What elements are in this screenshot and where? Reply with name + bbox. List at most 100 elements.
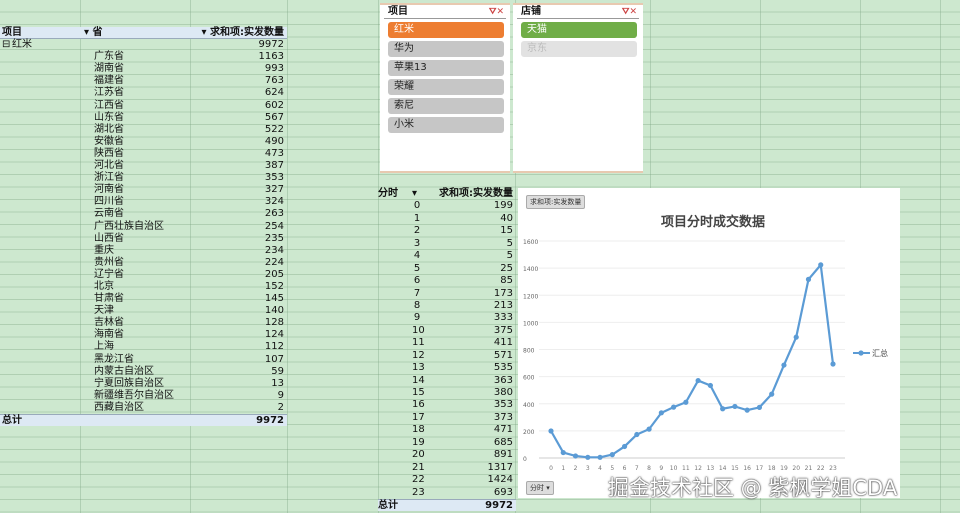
- data-point[interactable]: [683, 399, 689, 405]
- hour-label: 6: [413, 275, 421, 287]
- hour-value: 380: [493, 387, 513, 398]
- data-point[interactable]: [818, 262, 824, 268]
- y-tick-label: 1400: [523, 266, 538, 273]
- table-row: 18 471: [378, 424, 516, 436]
- header-sum-label: 求和项:实发数量: [210, 27, 284, 38]
- data-point[interactable]: [634, 431, 640, 438]
- hour-label: 10: [412, 324, 425, 336]
- hour-label: 4: [413, 250, 421, 262]
- hour-value: 571: [493, 349, 513, 361]
- slicer-option[interactable]: 苹果13: [388, 60, 504, 76]
- slicer-option[interactable]: 天猫: [521, 22, 637, 38]
- clear-filter-icon[interactable]: ⛛✕: [621, 7, 637, 17]
- data-point[interactable]: [732, 403, 738, 410]
- collapse-icon[interactable]: ⊟: [2, 39, 11, 51]
- table-row: 辽宁省 205: [0, 269, 287, 281]
- x-tick-label: 7: [635, 465, 639, 472]
- province-name: 宁夏回族自治区: [94, 377, 164, 389]
- header-province-filter[interactable]: ▾ 省: [84, 27, 103, 38]
- province-name: 河南省: [94, 184, 124, 196]
- data-point[interactable]: [621, 443, 628, 450]
- y-tick-label: 1200: [523, 293, 538, 300]
- hour-label: 9: [413, 312, 421, 324]
- province-value: 254: [264, 220, 284, 232]
- hour-label: 16: [412, 399, 425, 411]
- data-point[interactable]: [781, 362, 787, 368]
- filter-dropdown-icon[interactable]: ▾: [412, 188, 418, 199]
- data-point[interactable]: [548, 428, 554, 434]
- data-point[interactable]: [830, 361, 836, 367]
- province-value: 567: [264, 111, 284, 123]
- slicer-option[interactable]: 京东: [521, 41, 637, 57]
- table-row: 西藏自治区 2: [0, 402, 287, 414]
- province-name: 内蒙古自治区: [94, 365, 154, 377]
- clear-filter-icon[interactable]: ⛛✕: [488, 7, 504, 17]
- data-point[interactable]: [720, 406, 726, 412]
- data-point[interactable]: [658, 410, 664, 416]
- table-row: 22 1424: [378, 474, 516, 486]
- hour-label: 19: [412, 436, 425, 448]
- hour-label: 11: [412, 337, 425, 349]
- header-item[interactable]: 项目: [2, 27, 22, 38]
- province-value: 124: [264, 329, 284, 341]
- data-point[interactable]: [671, 404, 677, 410]
- province-value: 763: [264, 75, 284, 87]
- province-pivot-table: 项目 ▾ 省 ▾ 求和项:实发数量 ⊟ 红米 9972 广东省 1163 湖南省 993…: [0, 27, 287, 427]
- data-point[interactable]: [769, 391, 775, 397]
- slicer-option[interactable]: 荣耀: [388, 79, 504, 95]
- data-point[interactable]: [707, 382, 713, 389]
- slicer-option[interactable]: 华为: [388, 41, 504, 57]
- hour-value: 5: [506, 237, 513, 249]
- table-row: 1 40: [378, 213, 516, 225]
- data-point[interactable]: [572, 453, 579, 459]
- data-point[interactable]: [744, 407, 750, 413]
- table-row: 安徽省 490: [0, 136, 287, 148]
- pivot-header-row: 项目 ▾ 省 ▾ 求和项:实发数量: [0, 27, 287, 40]
- group-label: 红米: [12, 39, 32, 51]
- province-value: 490: [264, 135, 284, 147]
- slicer-option[interactable]: 红米: [388, 22, 504, 38]
- province-name: 山东省: [94, 111, 124, 123]
- slicer-option[interactable]: 索尼: [388, 98, 504, 114]
- slicer-option[interactable]: 小米: [388, 117, 504, 133]
- hour-value: 353: [493, 399, 513, 411]
- axis-field-button[interactable]: 分时 ▾: [526, 481, 554, 495]
- group-value: 9972: [258, 39, 284, 51]
- table-row: 北京 152: [0, 281, 287, 293]
- hour-label: 23: [412, 486, 425, 498]
- data-point[interactable]: [756, 404, 763, 411]
- header-hour[interactable]: 分时: [378, 188, 398, 199]
- data-point[interactable]: [597, 454, 603, 460]
- data-point[interactable]: [695, 377, 701, 384]
- province-value: 234: [264, 244, 284, 256]
- pivot-chart[interactable]: 求和项:实发数量 分时 ▾ 项目分时成交数据 0 200 400 600 800 1000 1…: [518, 188, 900, 498]
- hour-value: 85: [500, 275, 513, 287]
- data-point[interactable]: [793, 334, 799, 340]
- province-value: 324: [264, 196, 284, 208]
- data-point[interactable]: [560, 449, 566, 456]
- province-name: 海南省: [94, 329, 124, 341]
- header-sum[interactable]: ▾ 求和项:实发数量: [201, 27, 284, 38]
- province-name: 重庆: [94, 244, 114, 256]
- hour-value: 173: [493, 287, 513, 299]
- hour-label: 7: [413, 287, 421, 299]
- hour-value: 199: [493, 200, 513, 212]
- hour-value: 375: [493, 324, 513, 336]
- data-point[interactable]: [646, 426, 652, 432]
- data-point[interactable]: [805, 276, 812, 282]
- x-tick-label: 13: [707, 465, 715, 472]
- province-name: 西藏自治区: [94, 401, 144, 413]
- province-value: 327: [264, 184, 284, 196]
- table-row: 山东省 567: [0, 112, 287, 124]
- table-row: 19 685: [378, 437, 516, 449]
- group-row[interactable]: ⊟ 红米 9972: [0, 39, 287, 51]
- field-button[interactable]: 求和项:实发数量: [526, 195, 586, 209]
- data-point[interactable]: [609, 452, 615, 458]
- province-value: 522: [264, 123, 284, 135]
- hour-label: 14: [412, 374, 425, 386]
- data-point[interactable]: [585, 454, 591, 460]
- header-sum[interactable]: 求和项:实发数量: [439, 188, 513, 199]
- y-tick-label: 0: [523, 456, 527, 463]
